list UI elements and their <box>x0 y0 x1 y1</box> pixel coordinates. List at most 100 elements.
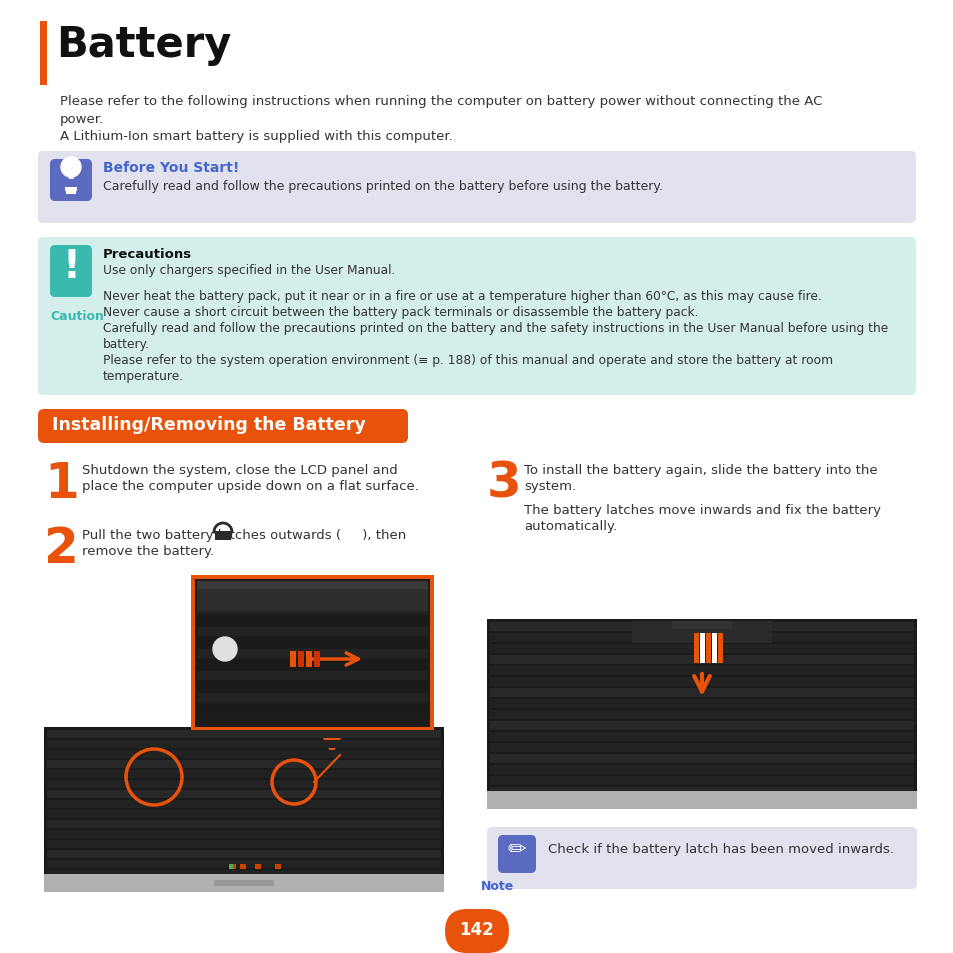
Circle shape <box>61 158 81 178</box>
Text: 1: 1 <box>44 459 79 507</box>
Text: system.: system. <box>523 479 576 493</box>
Bar <box>47 830 440 838</box>
Bar <box>314 651 319 667</box>
Text: place the computer upside down on a flat surface.: place the computer upside down on a flat… <box>82 479 418 493</box>
Bar <box>47 730 440 739</box>
Bar <box>490 710 913 720</box>
Text: !: ! <box>62 248 80 286</box>
Text: Never cause a short circuit between the battery pack terminals or disassemble th: Never cause a short circuit between the … <box>103 306 698 318</box>
Bar <box>490 743 913 752</box>
Bar <box>196 617 428 625</box>
FancyBboxPatch shape <box>444 909 509 953</box>
Bar <box>229 864 233 869</box>
Bar <box>47 790 440 799</box>
Text: automatically.: automatically. <box>523 519 617 533</box>
Bar <box>711 634 717 663</box>
Text: Please refer to the following instructions when running the computer on battery : Please refer to the following instructio… <box>60 95 821 126</box>
Bar <box>490 644 913 654</box>
Bar <box>490 700 913 708</box>
FancyBboxPatch shape <box>38 152 915 224</box>
Bar <box>693 634 699 663</box>
Text: Please refer to the system operation environment (≡ p. 188) of this manual and o: Please refer to the system operation env… <box>103 354 832 367</box>
Bar <box>47 861 440 868</box>
Text: 2: 2 <box>44 524 79 573</box>
Bar <box>490 732 913 741</box>
Bar <box>196 649 428 659</box>
Text: Precautions: Precautions <box>103 248 192 261</box>
Bar <box>65 182 77 188</box>
Bar <box>490 634 913 642</box>
Bar <box>47 870 440 878</box>
FancyBboxPatch shape <box>50 160 91 202</box>
Text: battery.: battery. <box>103 337 150 351</box>
Text: The battery latches move inwards and fix the battery: The battery latches move inwards and fix… <box>523 503 880 517</box>
Bar <box>47 821 440 828</box>
Text: Before You Start!: Before You Start! <box>103 161 239 174</box>
Bar <box>230 864 235 869</box>
Bar <box>490 721 913 730</box>
Text: Note: Note <box>481 879 514 892</box>
Bar <box>490 754 913 763</box>
Bar <box>196 595 428 603</box>
Bar <box>47 750 440 759</box>
Bar <box>631 621 771 643</box>
Text: A Lithium-Ion smart battery is supplied with this computer.: A Lithium-Ion smart battery is supplied … <box>60 130 453 143</box>
Bar <box>490 787 913 796</box>
Bar <box>490 678 913 686</box>
Text: To install the battery again, slide the battery into the: To install the battery again, slide the … <box>523 463 877 476</box>
Bar <box>306 651 312 667</box>
Bar <box>490 776 913 785</box>
Text: 3: 3 <box>486 459 521 507</box>
Bar <box>194 579 430 727</box>
Bar <box>700 634 704 663</box>
Text: Battery: Battery <box>56 24 232 66</box>
Bar <box>196 704 428 713</box>
Bar <box>47 801 440 808</box>
Bar <box>213 880 274 886</box>
Bar <box>47 770 440 779</box>
Text: Caution: Caution <box>50 310 104 323</box>
Bar <box>47 841 440 848</box>
Bar <box>240 864 246 869</box>
Bar <box>65 188 77 192</box>
Text: ✏: ✏ <box>507 840 526 859</box>
Bar <box>486 791 916 809</box>
Text: remove the battery.: remove the battery. <box>82 544 213 558</box>
Text: Check if the battery latch has been moved inwards.: Check if the battery latch has been move… <box>547 842 893 855</box>
Bar <box>196 671 428 680</box>
Text: Installing/Removing the Battery: Installing/Removing the Battery <box>52 416 365 434</box>
FancyBboxPatch shape <box>50 246 91 297</box>
Text: Carefully read and follow the precautions printed on the battery before using th: Carefully read and follow the precaution… <box>103 180 662 193</box>
Bar <box>490 666 913 676</box>
Bar <box>290 651 295 667</box>
Polygon shape <box>316 727 347 755</box>
Bar <box>254 864 261 869</box>
Bar <box>196 639 428 647</box>
FancyBboxPatch shape <box>486 827 916 889</box>
Bar <box>214 532 231 540</box>
Bar <box>44 727 443 892</box>
Bar <box>191 576 434 731</box>
Bar <box>196 682 428 691</box>
Bar <box>40 22 47 86</box>
FancyBboxPatch shape <box>38 410 408 443</box>
Bar <box>196 693 428 702</box>
Text: temperature.: temperature. <box>103 370 184 382</box>
Bar <box>490 765 913 774</box>
Bar <box>196 627 428 637</box>
Bar <box>47 740 440 748</box>
Bar <box>297 651 304 667</box>
Text: Pull the two battery latches outwards (     ), then: Pull the two battery latches outwards ( … <box>82 529 406 541</box>
Bar <box>66 192 76 194</box>
Bar <box>47 850 440 858</box>
Text: Shutdown the system, close the LCD panel and: Shutdown the system, close the LCD panel… <box>82 463 397 476</box>
Bar <box>44 874 443 892</box>
Bar <box>47 810 440 818</box>
Bar <box>705 634 710 663</box>
Bar <box>196 581 428 589</box>
Bar <box>196 581 428 612</box>
Text: 142: 142 <box>459 920 494 938</box>
Bar <box>718 634 722 663</box>
Bar <box>47 781 440 788</box>
Bar <box>490 622 913 631</box>
